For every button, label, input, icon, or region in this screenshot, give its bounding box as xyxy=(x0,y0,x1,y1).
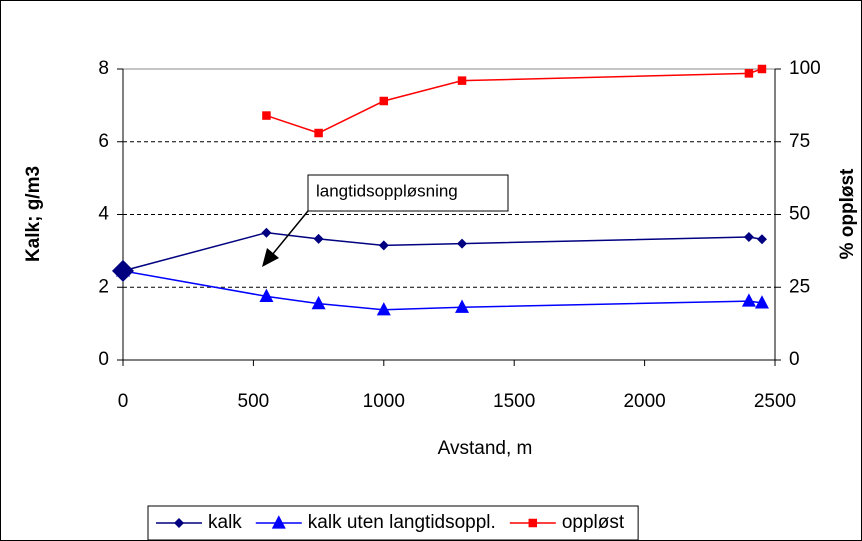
marker xyxy=(457,76,467,85)
marker xyxy=(378,240,389,251)
marker xyxy=(311,295,326,310)
legend-label: kalk xyxy=(208,512,242,533)
y2-tick-label: 50 xyxy=(789,204,810,225)
marker xyxy=(262,111,271,120)
marker xyxy=(379,96,389,106)
x-tick-label: 1500 xyxy=(493,391,535,412)
marker xyxy=(314,128,323,138)
legend-label: kalk uten langtidsoppl. xyxy=(308,512,496,533)
annotation-arrowhead xyxy=(262,248,279,267)
y-tick-label: 8 xyxy=(98,58,109,79)
marker xyxy=(455,299,470,313)
y-axis-title: Kalk; g/m3 xyxy=(23,166,44,262)
x-tick-label: 1000 xyxy=(363,391,405,412)
y2-axis-title: % oppløst xyxy=(837,168,858,259)
marker xyxy=(261,227,272,238)
legend-marker xyxy=(174,518,184,528)
x-tick-label: 2000 xyxy=(623,391,665,412)
marker xyxy=(376,302,391,316)
x-tick-label: 2500 xyxy=(754,391,796,412)
legend-marker xyxy=(271,515,286,529)
marker xyxy=(744,69,754,78)
marker xyxy=(754,295,769,309)
x-axis-title: Avstand, m xyxy=(438,438,533,459)
marker xyxy=(741,293,756,307)
x-tick-label: 0 xyxy=(118,391,129,412)
marker xyxy=(259,288,274,302)
marker xyxy=(112,259,134,282)
marker xyxy=(743,232,754,243)
legend-label: oppløst xyxy=(562,512,625,533)
marker xyxy=(757,64,767,74)
annotation-box xyxy=(307,174,509,212)
y2-tick-label: 75 xyxy=(789,131,810,152)
y-tick-label: 2 xyxy=(98,276,109,297)
y-tick-label: 4 xyxy=(98,204,109,225)
legend xyxy=(147,505,639,541)
legend-marker xyxy=(528,518,538,528)
annotation-arrow xyxy=(271,210,309,256)
y2-tick-label: 100 xyxy=(789,58,821,79)
x-tick-label: 500 xyxy=(238,391,270,412)
y-tick-label: 6 xyxy=(98,131,109,152)
y2-tick-label: 0 xyxy=(789,349,800,370)
y-tick-label: 0 xyxy=(98,349,109,370)
marker xyxy=(756,234,767,245)
annotation: langtidsoppløsning xyxy=(316,181,458,200)
y2-tick-label: 25 xyxy=(789,276,810,297)
marker xyxy=(457,238,468,249)
marker xyxy=(313,233,324,244)
